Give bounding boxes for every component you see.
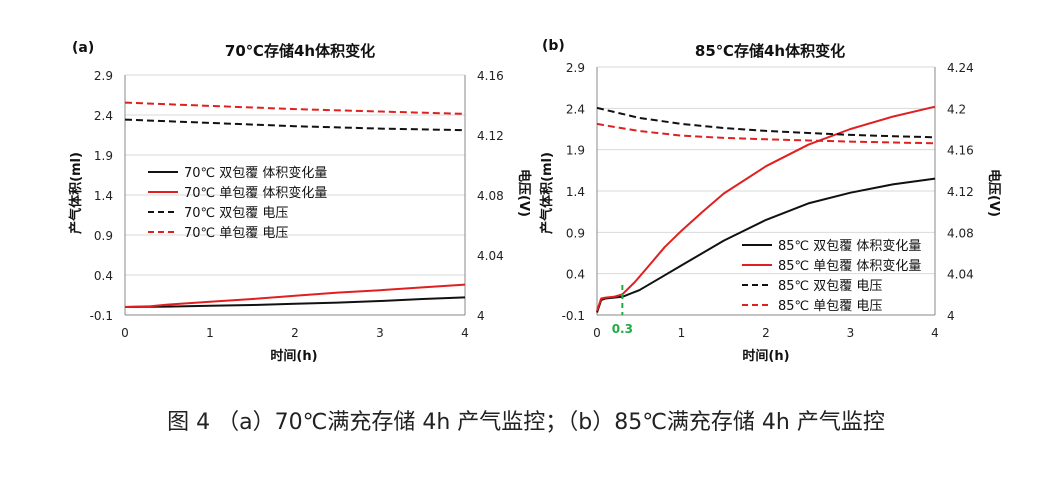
chart-panel-a: (a) 70℃存储4h体积变化 产气体积(ml) 电压(V) 时间(h) -0.… <box>68 40 532 364</box>
y2-tick-label-b-5: 4.2 <box>947 102 966 116</box>
legend-label-b-2: 85℃ 双包覆 电压 <box>778 279 882 294</box>
chart-title-a: 70℃存储4h体积变化 <box>225 42 375 60</box>
legend-label-b-1: 85℃ 单包覆 体积变化量 <box>778 258 921 274</box>
y2-tick-label-b-1: 4.04 <box>947 268 974 282</box>
x-tick-label-b-1: 1 <box>678 326 686 340</box>
y2-tick-label-a-4: 4.16 <box>477 69 504 83</box>
series-line-a-1 <box>124 283 466 308</box>
y-axis-label-b: 产气体积(ml) <box>539 152 555 234</box>
y2-tick-label-b-4: 4.16 <box>947 144 974 158</box>
y-tick-label-a-2: 0.9 <box>94 229 113 243</box>
x-tick-label-a-1: 1 <box>206 326 214 340</box>
y-tick-label-b-3: 1.4 <box>566 185 585 199</box>
legend-label-a-0: 70℃ 双包覆 体积变化量 <box>184 165 327 181</box>
annotation-label-b: 0.3 <box>612 322 633 336</box>
series-line-b-1 <box>596 105 936 312</box>
x-tick-label-b-2: 2 <box>762 326 770 340</box>
legend-label-a-1: 70℃ 单包覆 体积变化量 <box>184 185 327 201</box>
y2-tick-label-a-3: 4.12 <box>477 129 504 143</box>
series-line-b-2 <box>596 106 936 139</box>
y-tick-label-b-4: 1.9 <box>566 144 585 158</box>
x-tick-label-b-4: 4 <box>931 326 939 340</box>
y2-tick-label-b-2: 4.08 <box>947 226 974 240</box>
y-tick-label-a-6: 2.9 <box>94 69 113 83</box>
y-tick-label-a-5: 2.4 <box>94 109 113 123</box>
legend-label-b-0: 85℃ 双包覆 体积变化量 <box>778 238 921 254</box>
legend-a: 70℃ 双包覆 体积变化量 70℃ 单包覆 体积变化量 70℃ 双包覆 电压 7… <box>148 165 327 241</box>
y-tick-label-a-4: 1.9 <box>94 149 113 163</box>
x-axis-label-a: 时间(h) <box>270 348 317 364</box>
y-tick-label-a-3: 1.4 <box>94 189 113 203</box>
panel-label-b: (b) <box>542 38 565 54</box>
legend-label-a-3: 70℃ 单包覆 电压 <box>184 226 288 241</box>
x-tick-label-a-0: 0 <box>121 326 129 340</box>
legend-label-b-3: 85℃ 单包覆 电压 <box>778 299 882 314</box>
y-tick-label-b-0: -0.1 <box>562 309 585 323</box>
y-tick-label-a-1: 0.4 <box>94 269 113 283</box>
series-line-a-2 <box>124 118 466 132</box>
y-tick-label-b-5: 2.4 <box>566 102 585 116</box>
y-tick-label-a-0: -0.1 <box>90 309 113 323</box>
x-tick-label-a-4: 4 <box>461 326 469 340</box>
y2-tick-label-a-2: 4.08 <box>477 189 504 203</box>
series-line-b-3 <box>596 122 936 145</box>
y2-axis-label-a: 电压(V) <box>516 169 532 217</box>
y-tick-label-b-1: 0.4 <box>566 268 585 282</box>
y2-tick-label-b-3: 4.12 <box>947 185 974 199</box>
plot-area-b: -0.1 0.4 0.9 1.4 1.9 2.4 2.9 4 4.04 4.08 4.12 4.16 4… <box>562 61 974 340</box>
x-tick-label-b-0: 0 <box>593 326 601 340</box>
series-line-a-0 <box>124 296 466 308</box>
panel-label-a: (a) <box>72 40 94 56</box>
legend-b: 85℃ 双包覆 体积变化量 85℃ 单包覆 体积变化量 85℃ 双包覆 电压 8… <box>742 238 921 314</box>
y-tick-label-b-6: 2.9 <box>566 61 585 75</box>
chart-panel-b: (b) 85℃存储4h体积变化 产气体积(ml) 电压(V) 时间(h) -0.… <box>539 38 1002 364</box>
x-axis-label-b: 时间(h) <box>742 348 789 364</box>
y-tick-label-b-2: 0.9 <box>566 226 585 240</box>
y2-axis-label-b: 电压(V) <box>986 169 1002 217</box>
y2-tick-label-a-1: 4.04 <box>477 249 504 263</box>
plot-area-a: -0.1 0.4 0.9 1.4 1.9 2.4 2.9 4 4.04 4.08 4.12 4.16 0… <box>90 69 504 340</box>
legend-label-a-2: 70℃ 双包覆 电压 <box>184 206 288 221</box>
chart-title-b: 85℃存储4h体积变化 <box>695 42 845 60</box>
y2-tick-label-b-6: 4.24 <box>947 61 974 75</box>
x-tick-label-a-3: 3 <box>376 326 384 340</box>
figure: (a) 70℃存储4h体积变化 产气体积(ml) 电压(V) 时间(h) -0.… <box>68 38 1002 364</box>
figure-caption: 图 4 （a）70℃满充存储 4h 产气监控；（b）85℃满充存储 4h 产气监… <box>167 410 885 435</box>
series-line-a-3 <box>124 101 466 115</box>
y-axis-label-a: 产气体积(ml) <box>68 152 84 234</box>
y2-tick-label-a-0: 4 <box>477 309 485 323</box>
x-tick-label-b-3: 3 <box>847 326 855 340</box>
y2-tick-label-b-0: 4 <box>947 309 955 323</box>
x-tick-label-a-2: 2 <box>291 326 299 340</box>
